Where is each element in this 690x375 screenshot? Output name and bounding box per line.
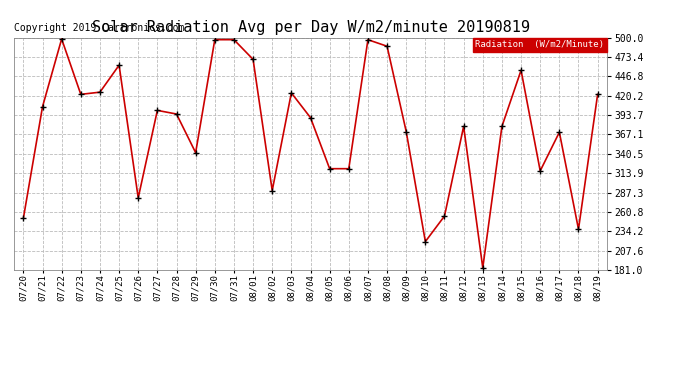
Text: Radiation  (W/m2/Minute): Radiation (W/m2/Minute) (475, 40, 604, 49)
Title: Solar Radiation Avg per Day W/m2/minute 20190819: Solar Radiation Avg per Day W/m2/minute … (92, 20, 529, 35)
Text: Copyright 2019 Cartronics.com: Copyright 2019 Cartronics.com (14, 23, 184, 33)
